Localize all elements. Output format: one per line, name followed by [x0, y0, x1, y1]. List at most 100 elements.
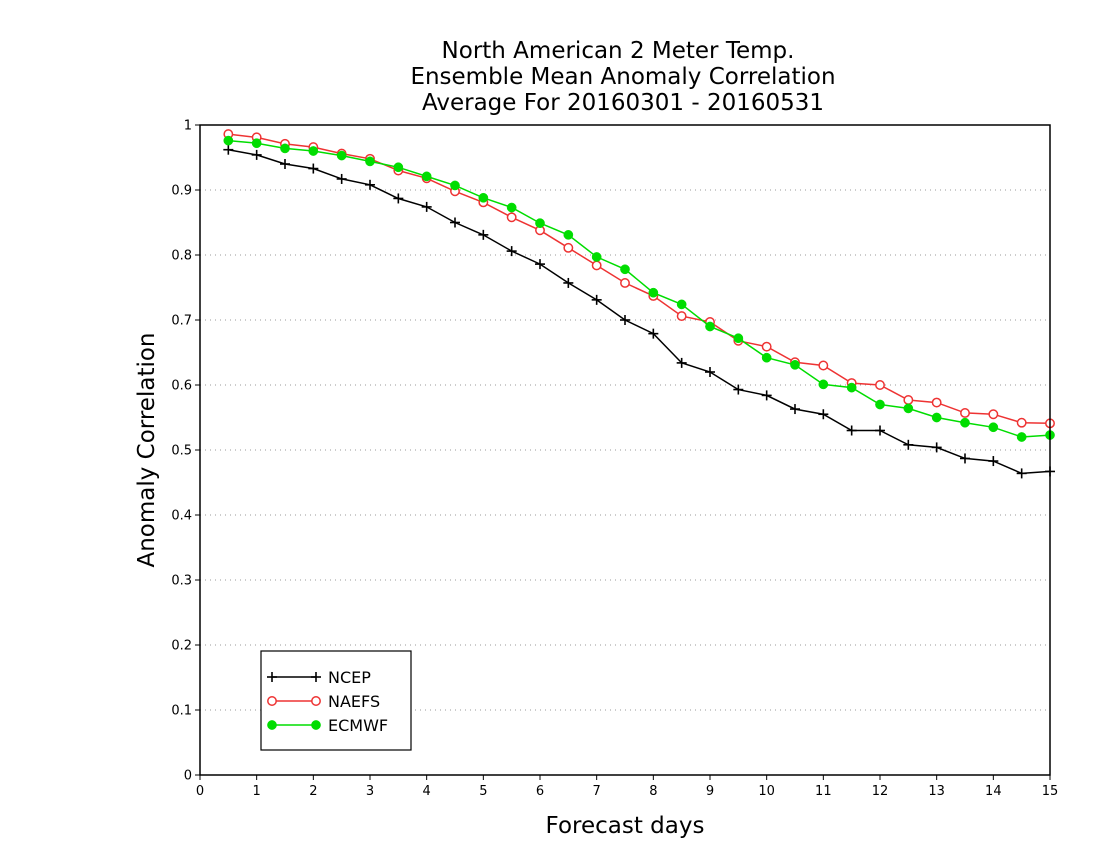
x-tick-label: 11	[815, 784, 832, 799]
data-point-ecmwf	[648, 287, 659, 298]
chart-title-line-2: Ensemble Mean Anomaly Correlation	[410, 64, 835, 90]
data-point-ecmwf	[280, 143, 290, 154]
data-point-naefs	[875, 380, 885, 390]
data-point-ecmwf	[988, 422, 999, 433]
data-point-ecmwf	[846, 382, 857, 393]
data-point-ecmwf	[1016, 432, 1027, 442]
data-point-ncep	[676, 357, 687, 368]
y-tick-label: 0.8	[171, 249, 192, 264]
y-tick-label: 0.6	[171, 379, 192, 394]
data-point-ncep	[506, 246, 517, 257]
data-point-ncep	[931, 442, 942, 453]
data-point-naefs	[506, 212, 517, 223]
series-ecmwf	[223, 135, 1055, 442]
data-point-naefs	[761, 341, 772, 352]
legend-marker-ecmwf	[311, 720, 321, 730]
y-tick-label: 0	[184, 769, 192, 784]
data-point-ecmwf	[450, 180, 460, 191]
y-tick-label: 0.3	[171, 574, 192, 589]
x-tick-label: 2	[309, 784, 317, 799]
data-point-naefs	[903, 395, 914, 405]
data-point-ecmwf	[960, 417, 970, 428]
x-tick-label: 5	[479, 784, 487, 799]
data-point-ecmwf	[676, 299, 687, 310]
data-point-naefs	[818, 360, 829, 371]
data-point-naefs	[563, 242, 574, 253]
data-point-ncep	[535, 259, 545, 270]
data-point-ecmwf	[818, 379, 829, 390]
x-tick-label: 8	[649, 784, 657, 799]
data-point-ncep	[761, 390, 772, 401]
chart-title: North American 2 Meter Temp. Ensemble Me…	[410, 38, 835, 116]
data-point-ecmwf	[761, 352, 772, 363]
data-point-ncep	[648, 328, 659, 339]
data-point-ecmwf	[251, 138, 262, 149]
y-axis-ticks: 0 0.1 0.2 0.3 0.4 0.5 0.6 0.7 0.8 0.9 1	[171, 119, 200, 784]
series-line-naefs	[228, 133, 1051, 425]
x-tick-label: 6	[536, 784, 544, 799]
data-point-ecmwf	[336, 150, 347, 161]
data-point-ecmwf	[705, 321, 715, 332]
x-axis-label: Forecast days	[546, 813, 705, 839]
data-point-ncep	[790, 404, 800, 415]
legend-item-ecmwf: ECMWF	[267, 716, 388, 735]
data-point-ncep	[450, 217, 460, 228]
data-point-ncep	[818, 409, 829, 420]
y-tick-label: 0.1	[171, 704, 192, 719]
y-tick-label: 0.2	[171, 639, 192, 654]
legend-label-ncep: NCEP	[328, 668, 371, 687]
data-point-ncep	[733, 384, 744, 395]
data-point-naefs	[1016, 417, 1027, 428]
series-ncep	[223, 144, 1055, 479]
data-point-ecmwf	[591, 252, 602, 262]
data-point-ecmwf	[931, 412, 942, 423]
data-point-ecmwf	[223, 135, 234, 146]
data-point-ncep	[478, 229, 489, 240]
data-point-naefs	[960, 408, 970, 418]
data-point-ncep	[223, 144, 234, 155]
data-point-ecmwf	[790, 360, 800, 370]
data-point-naefs	[676, 311, 687, 322]
x-axis-ticks: 0 1 2 3 4 5 6 7 8 9 10 11 12 13 14 15	[196, 775, 1058, 799]
y-tick-label: 0.9	[171, 184, 192, 199]
data-point-ncep	[620, 315, 630, 325]
legend-label-ecmwf: ECMWF	[328, 716, 388, 735]
data-point-naefs	[988, 409, 999, 420]
data-point-ncep	[280, 159, 290, 169]
y-tick-label: 1	[184, 119, 192, 134]
data-point-naefs	[620, 278, 630, 288]
series-line-ncep	[228, 148, 1051, 475]
legend-item-naefs: NAEFS	[267, 692, 380, 711]
data-point-ncep	[393, 193, 404, 204]
x-tick-label: 0	[196, 784, 204, 799]
legend-marker-ncep	[311, 672, 321, 682]
series-layer	[223, 129, 1055, 479]
data-point-ncep	[336, 173, 347, 184]
x-tick-label: 9	[706, 784, 714, 799]
data-point-ncep	[1016, 468, 1027, 479]
data-point-ecmwf	[620, 264, 630, 275]
data-point-ncep	[846, 425, 857, 436]
legend-marker-naefs	[267, 696, 277, 706]
legend: NCEP NAEFS ECMWF	[260, 650, 412, 751]
plot-frame	[199, 124, 1051, 776]
y-tick-label: 0.7	[171, 314, 192, 329]
x-tick-label: 15	[1042, 784, 1059, 799]
data-point-ncep	[421, 201, 432, 212]
data-point-ncep	[251, 149, 262, 160]
data-point-ecmwf	[506, 202, 517, 213]
legend-marker-naefs	[311, 696, 321, 706]
data-point-ecmwf	[875, 399, 885, 410]
x-tick-label: 13	[928, 784, 945, 799]
data-point-ncep	[875, 425, 885, 436]
y-tick-label: 0.5	[171, 444, 192, 459]
series-naefs	[223, 129, 1055, 429]
data-point-ecmwf	[563, 230, 574, 240]
data-point-ncep	[903, 439, 914, 450]
data-point-ncep	[563, 277, 574, 288]
data-point-ecmwf	[421, 171, 432, 182]
chart-title-line-3: Average For 20160301 - 20160531	[422, 90, 824, 116]
y-tick-label: 0.4	[171, 509, 192, 524]
data-point-naefs	[931, 397, 942, 408]
